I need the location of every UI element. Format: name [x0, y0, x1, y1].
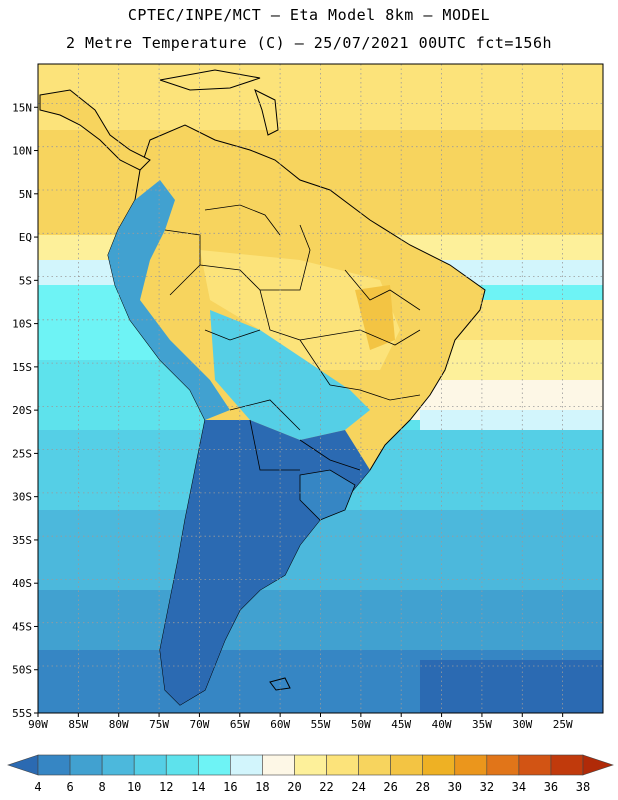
colorbar: 4 6 8 10 12 14 16 18 20 22 24 26 28 30 32 34 36 38 — [7, 754, 614, 794]
colorbar-label: 8 — [99, 780, 106, 794]
land-central-america — [39, 89, 151, 171]
longitude-axis: 90W 85W 80W 75W 70W 65W 60W 55W 50W 45W 40W 35W 30W 2… — [28, 713, 573, 731]
lat-tick-label: 10S — [12, 318, 32, 331]
colorbar-label: 18 — [255, 780, 269, 794]
colorbar-segment — [37, 754, 71, 776]
colorbar-label: 38 — [576, 780, 590, 794]
lon-tick-label: 55W — [311, 718, 331, 731]
lat-tick-label: 35S — [12, 534, 32, 547]
lat-tick-label: 40S — [12, 577, 32, 590]
colorbar-label: 34 — [512, 780, 526, 794]
colorbar-under-triangle — [7, 754, 39, 776]
lon-tick-label: 75W — [149, 718, 169, 731]
lon-tick-label: 50W — [351, 718, 371, 731]
colorbar-label: 10 — [127, 780, 141, 794]
colorbar-segment — [69, 754, 103, 776]
colorbar-segment — [294, 754, 327, 776]
colorbar-segment — [390, 754, 424, 776]
lat-tick-label: 25S — [12, 447, 32, 460]
chart-subtitle: 2 Metre Temperature (C) – 25/07/2021 00U… — [65, 34, 553, 52]
colorbar-segment — [197, 754, 231, 776]
colorbar-segment — [518, 754, 552, 776]
colorbar-segment — [358, 754, 391, 776]
graticule — [38, 64, 603, 713]
colorbar-label: 20 — [287, 780, 301, 794]
colorbar-segment — [165, 754, 199, 776]
lon-tick-label: 60W — [270, 718, 290, 731]
colorbar-label: 28 — [415, 780, 429, 794]
colorbar-label: 36 — [544, 780, 558, 794]
colorbar-segment — [230, 754, 263, 776]
colorbar-segment — [454, 754, 488, 776]
lon-tick-label: 85W — [68, 718, 88, 731]
colorbar-label: 6 — [66, 780, 73, 794]
colorbar-label: 22 — [319, 780, 333, 794]
colorbar-segment — [101, 754, 135, 776]
lon-tick-label: 70W — [189, 718, 209, 731]
colorbar-segment — [550, 754, 584, 776]
colorbar-over-triangle — [582, 754, 614, 776]
colorbar-label: 4 — [34, 780, 41, 794]
colorbar-segment — [326, 754, 359, 776]
lat-tick-label: 50S — [12, 664, 32, 677]
lon-tick-label: 30W — [512, 718, 532, 731]
lon-tick-label: 90W — [28, 718, 48, 731]
lat-tick-label: 5S — [19, 274, 32, 287]
country-borders — [164, 204, 421, 471]
lat-tick-label: EQ — [19, 231, 32, 244]
chart-title: CPTEC/INPE/MCT – Eta Model 8km – MODEL — [127, 6, 491, 24]
lat-tick-label: 30S — [12, 491, 32, 504]
lat-tick-label: 45S — [12, 620, 32, 633]
lat-tick-label: 15S — [12, 361, 32, 374]
latitude-axis: 15N 10N 5N EQ 5S 10S 15S 20S 25S 30S 35S 40S 45S 50S 5… — [12, 101, 38, 720]
colorbar-segment — [133, 754, 167, 776]
colorbar-label: 30 — [448, 780, 462, 794]
lon-tick-label: 35W — [472, 718, 492, 731]
colorbar-segment — [262, 754, 295, 776]
lon-tick-label: 65W — [230, 718, 250, 731]
lon-tick-label: 25W — [553, 718, 573, 731]
colorbar-label: 24 — [351, 780, 365, 794]
lat-tick-label: 10N — [12, 145, 32, 158]
colorbar-label: 32 — [480, 780, 494, 794]
colorbar-label: 16 — [223, 780, 237, 794]
lon-tick-label: 45W — [391, 718, 411, 731]
lat-tick-label: 20S — [12, 404, 32, 417]
colorbar-segment — [422, 754, 456, 776]
colorbar-label: 26 — [383, 780, 397, 794]
lat-tick-label: 55S — [12, 707, 32, 720]
lat-tick-label: 15N — [12, 101, 32, 114]
colorbar-label: 12 — [159, 780, 173, 794]
lon-tick-label: 80W — [109, 718, 129, 731]
colorbar-segment — [486, 754, 520, 776]
colorbar-label: 14 — [191, 780, 205, 794]
lon-tick-label: 40W — [432, 718, 452, 731]
lat-tick-label: 5N — [19, 188, 32, 201]
